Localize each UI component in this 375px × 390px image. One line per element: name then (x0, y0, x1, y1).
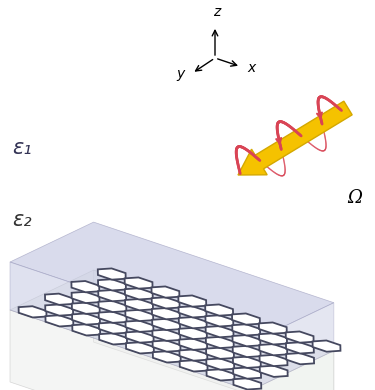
Text: ε₂: ε₂ (12, 210, 32, 230)
Polygon shape (72, 324, 100, 335)
Polygon shape (99, 333, 127, 344)
Polygon shape (178, 306, 207, 317)
Polygon shape (233, 367, 261, 379)
Polygon shape (250, 351, 334, 390)
Polygon shape (260, 355, 288, 366)
Polygon shape (72, 314, 100, 324)
Polygon shape (126, 332, 154, 343)
Polygon shape (98, 290, 126, 301)
Polygon shape (152, 330, 180, 341)
Polygon shape (179, 328, 207, 339)
Polygon shape (98, 279, 126, 291)
Polygon shape (232, 335, 260, 346)
Polygon shape (126, 321, 153, 332)
Polygon shape (286, 342, 314, 353)
Polygon shape (250, 303, 334, 390)
Polygon shape (260, 366, 288, 377)
Polygon shape (152, 286, 179, 298)
Polygon shape (124, 277, 153, 289)
Polygon shape (99, 301, 126, 312)
Polygon shape (10, 262, 250, 390)
Polygon shape (10, 310, 250, 390)
Text: ε₁: ε₁ (12, 138, 32, 158)
Polygon shape (206, 326, 234, 337)
Polygon shape (152, 308, 180, 319)
Polygon shape (259, 323, 287, 334)
Polygon shape (206, 347, 234, 359)
Polygon shape (232, 314, 260, 325)
Polygon shape (98, 268, 126, 280)
Polygon shape (99, 312, 127, 323)
Polygon shape (126, 342, 154, 353)
Polygon shape (153, 351, 181, 362)
Polygon shape (313, 340, 340, 352)
Polygon shape (125, 310, 153, 321)
Polygon shape (178, 296, 206, 307)
Polygon shape (152, 297, 180, 308)
Polygon shape (10, 222, 334, 342)
Polygon shape (232, 324, 260, 335)
Polygon shape (180, 360, 208, 372)
Polygon shape (286, 332, 314, 343)
Polygon shape (207, 369, 234, 381)
Polygon shape (206, 358, 234, 370)
Text: Ω: Ω (348, 189, 362, 207)
Polygon shape (152, 319, 180, 330)
Polygon shape (206, 337, 234, 348)
Polygon shape (259, 333, 287, 344)
Polygon shape (71, 281, 99, 292)
Polygon shape (180, 349, 207, 361)
FancyArrow shape (238, 101, 352, 175)
Polygon shape (99, 323, 127, 334)
Polygon shape (10, 270, 334, 390)
Polygon shape (286, 353, 314, 364)
Polygon shape (233, 346, 261, 357)
Polygon shape (125, 299, 153, 310)
Polygon shape (72, 292, 99, 303)
Polygon shape (45, 294, 73, 305)
Polygon shape (179, 317, 207, 328)
Polygon shape (206, 315, 233, 326)
Polygon shape (72, 303, 100, 314)
Polygon shape (260, 344, 287, 355)
Text: x: x (248, 61, 256, 74)
Polygon shape (233, 357, 261, 368)
Polygon shape (179, 339, 207, 350)
Polygon shape (45, 305, 73, 316)
Polygon shape (153, 340, 180, 352)
Polygon shape (125, 288, 153, 300)
Polygon shape (19, 306, 46, 317)
Polygon shape (45, 315, 74, 326)
Text: y: y (177, 67, 185, 82)
Text: z: z (213, 5, 220, 19)
Polygon shape (205, 305, 233, 316)
Polygon shape (94, 270, 334, 390)
Polygon shape (233, 378, 261, 390)
